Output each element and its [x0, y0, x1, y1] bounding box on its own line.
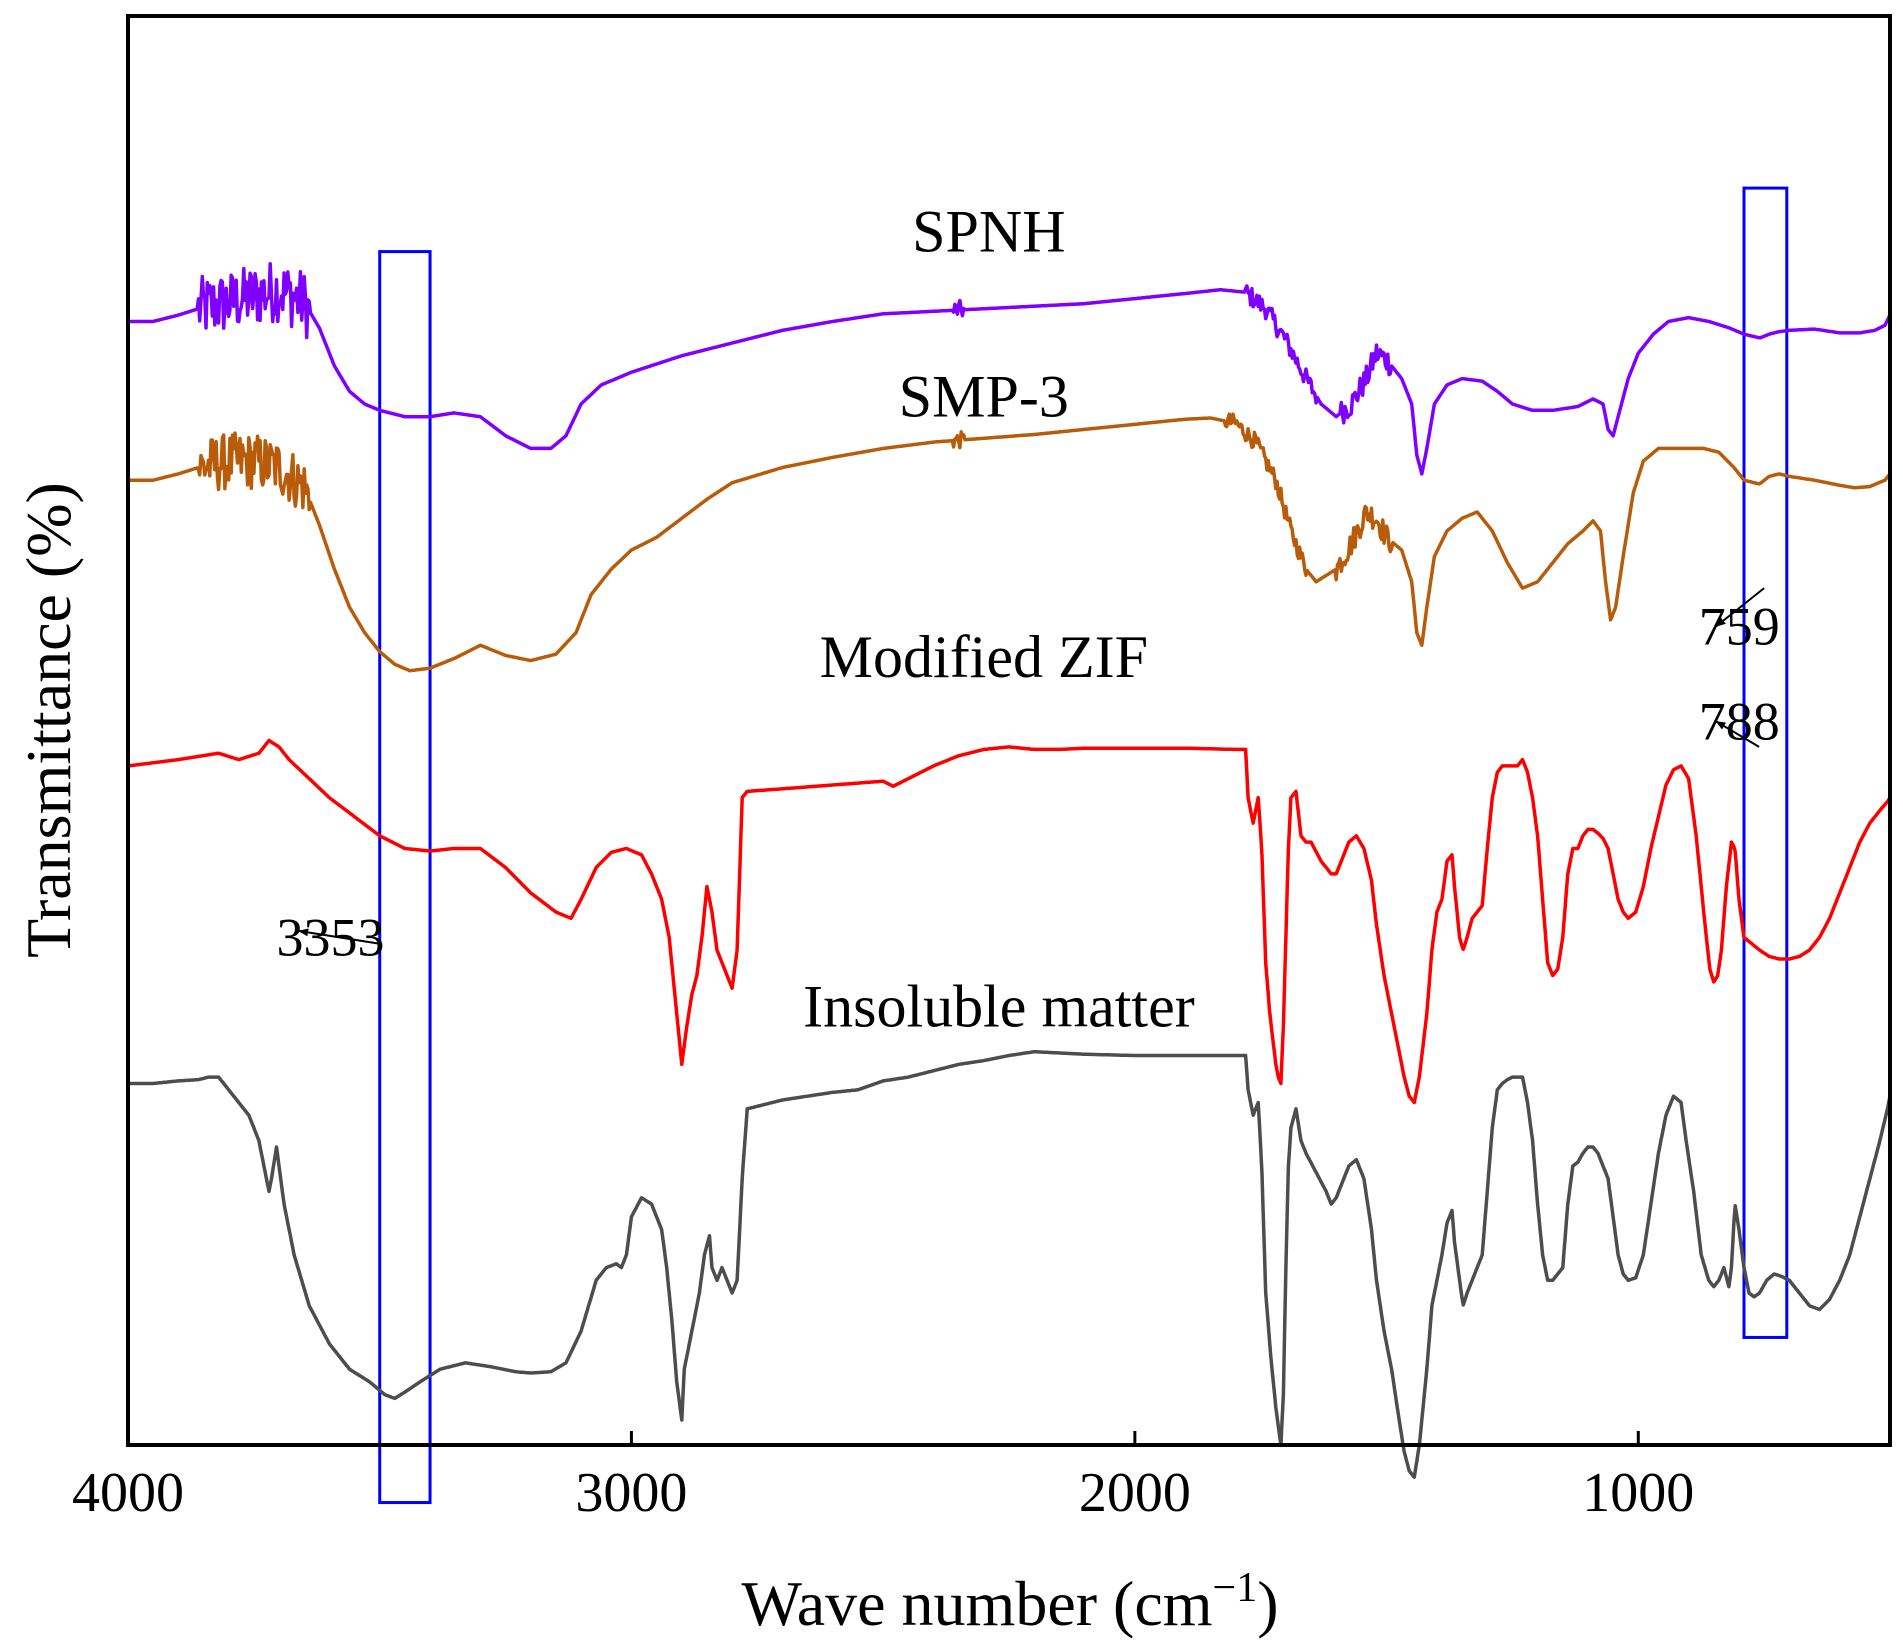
x-tick-label-1000: 1000 [1582, 1462, 1694, 1524]
annotation-3353: 3353 [277, 907, 385, 967]
x-tick-label-3000: 3000 [575, 1462, 687, 1524]
annotation-arrow-3353 [298, 928, 380, 945]
x-tick-label-4000: 4000 [72, 1462, 184, 1524]
highlight-boxes [378, 186, 1789, 1505]
series-label-modified-zif: Modified ZIF [820, 624, 1148, 690]
series-label-smp-3: SMP-3 [899, 364, 1069, 430]
series-label-insoluble-matter: Insoluble matter [803, 973, 1195, 1039]
annotation-759: 759 [1699, 596, 1780, 656]
plot-frame [126, 14, 1892, 1447]
annotation-788: 788 [1699, 692, 1780, 752]
series-line-smp-3 [127, 412, 1892, 673]
x-axis: 4000 3000 2000 1000 [72, 1431, 1694, 1524]
series-layer: SPNH SMP-3 Modified ZIF Insoluble matter [127, 199, 1892, 1479]
annotation-arrow-759 [1715, 587, 1765, 628]
series-label-spnh: SPNH [912, 199, 1065, 265]
annotations-layer: 3353 759 788 [277, 587, 1780, 967]
x-axis-title: Wave number (cm−1) [741, 1565, 1278, 1639]
series-line-spnh [127, 261, 1892, 476]
y-axis-title: Transmittance (%) [13, 482, 84, 958]
x-tick-label-2000: 2000 [1079, 1462, 1191, 1524]
annotation-arrow-788 [1715, 720, 1760, 748]
series-line-insoluble-matter [127, 1049, 1892, 1479]
highlight-box-1 [378, 250, 432, 1505]
series-line-modified-zif [127, 738, 1892, 1105]
highlight-box-2 [1742, 186, 1789, 1339]
